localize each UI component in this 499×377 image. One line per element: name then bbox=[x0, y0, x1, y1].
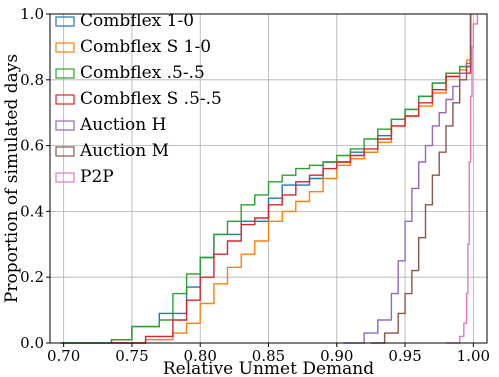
x-tick-label: 1.00 bbox=[457, 347, 490, 365]
legend-label: Combflex S .5-.5 bbox=[80, 89, 222, 109]
legend-label: Combflex .5-.5 bbox=[80, 63, 205, 83]
legend-swatch bbox=[55, 146, 75, 157]
y-tick-label: 0.0 bbox=[20, 334, 44, 352]
legend-swatch bbox=[55, 16, 75, 27]
x-axis-label: Relative Unmet Demand bbox=[163, 359, 374, 377]
x-tick-label: 0.70 bbox=[47, 347, 80, 365]
y-tick-label: 0.2 bbox=[20, 268, 44, 286]
axis-ticks: 0.70 0.75 0.80 0.85 0.90 0.95 1.00 0.0 0.2 0.4 0.6… bbox=[20, 5, 490, 365]
series-line-5 bbox=[370, 14, 472, 344]
legend-label: P2P bbox=[80, 167, 114, 187]
series-line-6 bbox=[446, 14, 479, 344]
x-tick-label: 0.85 bbox=[252, 347, 285, 365]
y-tick-label: 0.8 bbox=[20, 71, 44, 89]
series-line-3 bbox=[111, 14, 472, 344]
legend-swatch bbox=[55, 94, 75, 105]
legend-label: Auction M bbox=[79, 141, 169, 161]
legend-swatch bbox=[55, 120, 75, 131]
y-tick-label: 1.0 bbox=[20, 5, 44, 23]
x-tick-label: 0.90 bbox=[320, 347, 353, 365]
x-tick-label: 0.95 bbox=[388, 347, 421, 365]
legend-swatch bbox=[55, 42, 75, 53]
legend-label: Combflex S 1-0 bbox=[80, 37, 211, 57]
y-tick-label: 0.4 bbox=[20, 202, 44, 220]
legend-label: Auction H bbox=[79, 115, 166, 135]
legend: Combflex 1-0 Combflex S 1-0 Combflex .5-.5… bbox=[55, 11, 222, 187]
y-axis-label: Proportion of simulated days bbox=[2, 54, 22, 303]
legend-label: Combflex 1-0 bbox=[80, 11, 194, 31]
x-tick-label: 0.80 bbox=[184, 347, 217, 365]
y-tick-label: 0.6 bbox=[20, 137, 44, 155]
legend-swatch bbox=[55, 172, 75, 183]
series-lines bbox=[60, 14, 479, 344]
x-tick-label: 0.75 bbox=[115, 347, 148, 365]
legend-swatch bbox=[55, 68, 75, 79]
